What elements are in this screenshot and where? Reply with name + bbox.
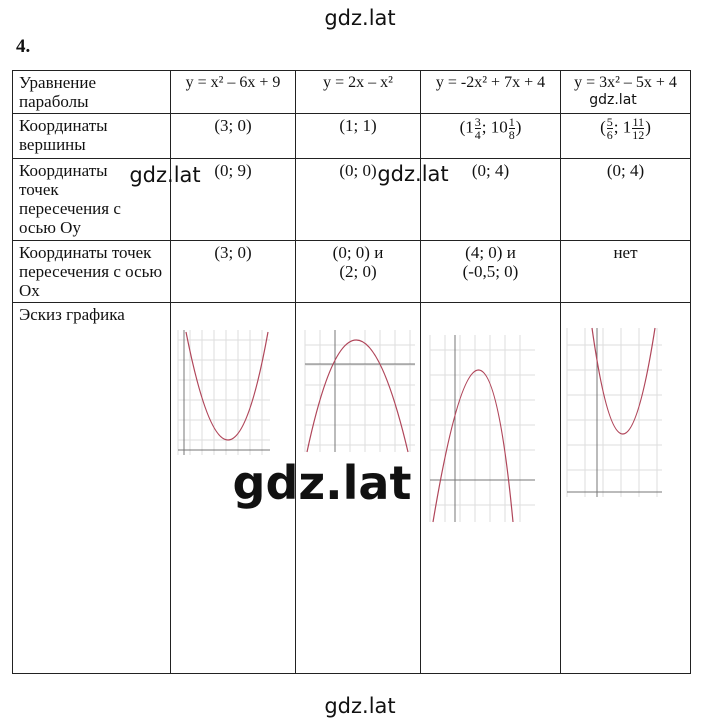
cell-line: (4; 0) и [465,243,516,262]
cell-text: y = 2x – x² [323,74,393,91]
cell-text: y = 3x² – 5x + 4 [574,74,677,91]
table-cell: (0; 4) [560,158,691,241]
watermark: gdz.lat [129,163,201,187]
text-part: ) [515,117,522,137]
cell-text: Координаты точек пересечения с осью Oy [19,161,121,237]
row-label: Координаты точек пересечения с осью Oy [12,158,171,241]
row-label: Уравнение параболы [12,70,171,114]
denominator: 4 [474,128,481,142]
table-cell: нет [560,240,691,303]
table-cell: (5 6; 1 11 12) [560,113,691,159]
table-cell: (0; 0) и (2; 0) [295,240,421,303]
cell-text: (0; 0) [339,161,377,180]
table-cell: y = -2x² + 7x + 4 [420,70,561,114]
table-cell: (0; 9) [170,158,296,241]
cell-line: (0; 0) и [332,243,384,262]
cell-text: (3; 0) [214,116,252,135]
table-cell: (1 3 4; 10 1 8) [420,113,561,159]
numerator: 1 [508,115,515,129]
cell-line: (-0,5; 0) [462,262,519,281]
numerator: 11 [632,115,645,129]
table-row: Координаты вершины (3; 0) (1; 1) (1 3 4; 10 1 8… [12,113,691,159]
denominator: 12 [632,128,645,142]
numerator: 5 [606,115,613,129]
table-cell: y = x² – 6x + 9 [170,70,296,114]
cell-text: Уравнение параболы [19,73,96,111]
row-label: Эскиз графика [12,302,171,674]
table-cell: (0; 0) [295,158,421,241]
row-label: Координаты вершины [12,113,171,159]
cell-text: (3; 0) [214,243,252,262]
watermark: gdz.lat [589,92,637,108]
text-part: ; 10 [481,117,508,137]
table: Уравнение параболы y = x² – 6x + 9 y = 2x … [12,70,691,674]
watermark: gdz.lat [232,456,412,510]
table-row: Координаты точек пересечения с осью Ox (3… [12,240,691,303]
fraction: 11 12 [632,115,645,142]
text-part: ) [645,117,651,137]
table-row: Координаты точек пересечения с осью Oy (0… [12,158,691,241]
watermark: gdz.lat [324,694,396,718]
watermark: gdz.lat [324,6,396,30]
cell-text: нет [613,243,638,262]
numerator: 3 [474,115,481,129]
table-cell: (1; 1) [295,113,421,159]
cell-text: (0; 9) [214,161,252,180]
text-part: (1 [459,117,474,137]
table-cell: (0; 4) [420,158,561,241]
table-cell: y = 2x – x² [295,70,421,114]
cell-line: (2; 0) [339,262,377,281]
text-part: ; 1 [613,117,632,137]
text-part: ( [600,117,606,137]
denominator: 6 [606,128,613,142]
table-cell [420,302,561,674]
denominator: 8 [508,128,515,142]
table-cell: y = 3x² – 5x + 4 [560,70,691,114]
table-cell: (3; 0) [170,113,296,159]
cell-text: (0; 4) [471,161,510,180]
cell-text: Эскиз графика [19,305,125,324]
cell-text: Координаты вершины [19,116,108,154]
row-label: Координаты точек пересечения с осью Ox [12,240,171,303]
cell-text: (1; 1) [339,116,377,135]
table-row: Уравнение параболы y = x² – 6x + 9 y = 2x … [12,70,691,114]
watermark: gdz.lat [377,162,449,186]
cell-text: y = x² – 6x + 9 [185,74,281,91]
task-number: 4. [16,36,31,57]
table-cell [560,302,691,674]
cell-text: y = -2x² + 7x + 4 [435,74,546,91]
cell-text: Координаты точек пересечения с осью Ox [19,243,163,300]
cell-text: (0; 4) [606,161,645,180]
table-cell: (3; 0) [170,240,296,303]
table-cell: (4; 0) и (-0,5; 0) [420,240,561,303]
